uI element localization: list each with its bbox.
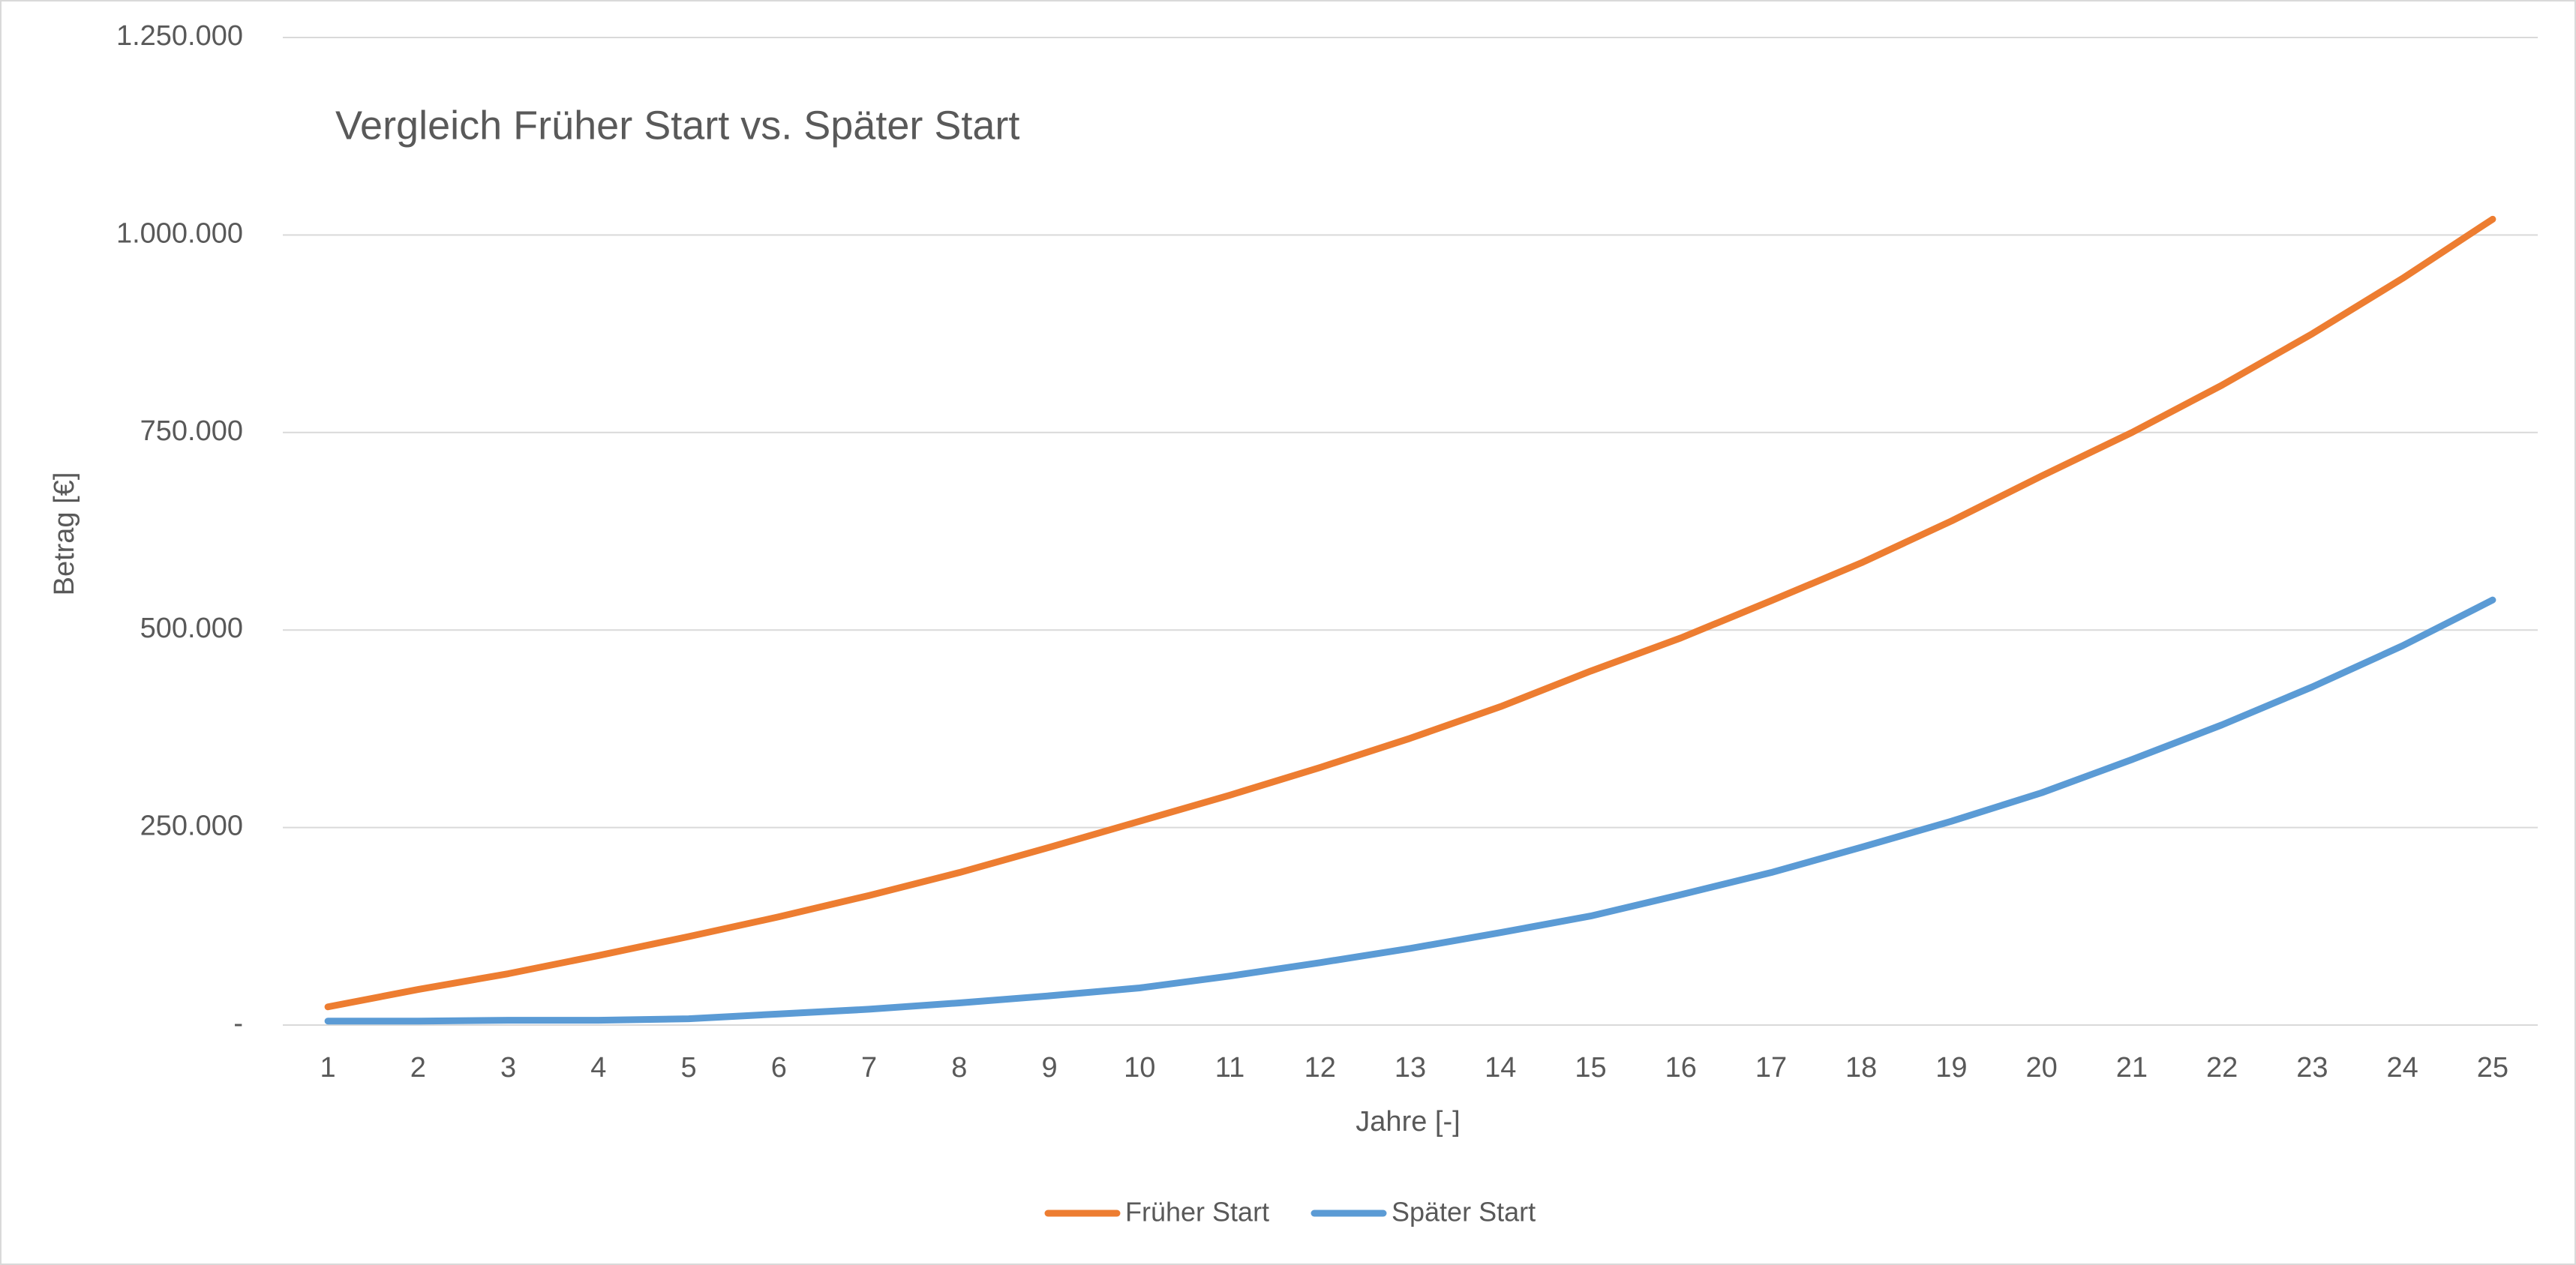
y-tick-label: 1.250.000 [116,20,243,52]
x-tick-label: 24 [2386,1052,2418,1084]
y-axis-title: Betrag [€] [49,472,80,596]
x-tick-label: 8 [951,1052,967,1084]
x-tick-label: 12 [1305,1052,1336,1084]
x-axis-title: Jahre [-] [1356,1106,1460,1138]
x-tick-label: 21 [2116,1052,2148,1084]
x-tick-label: 18 [1845,1052,1877,1084]
series-line [324,215,2496,1011]
x-tick-label: 15 [1575,1052,1606,1084]
x-tick-label: 10 [1124,1052,1155,1084]
x-tick-label: 4 [590,1052,606,1084]
legend-label: Früher Start [1125,1197,1269,1228]
legend-label: Später Start [1392,1197,1536,1228]
x-tick-label: 6 [771,1052,787,1084]
x-tick-label: 23 [2296,1052,2328,1084]
y-tick-label: - [233,1008,243,1039]
x-tick-label: 2 [410,1052,426,1084]
x-tick-label: 3 [500,1052,516,1084]
chart-title: Vergleich Früher Start vs. Später Start [335,103,1019,148]
x-tick-label: 17 [1755,1052,1787,1084]
y-tick-label: 250.000 [140,811,243,842]
x-tick-label: 11 [1215,1052,1244,1084]
y-tick-label: 750.000 [140,415,243,447]
x-tick-label: 25 [2477,1052,2508,1084]
x-tick-label: 14 [1485,1052,1516,1084]
y-tick-label: 1.000.000 [116,217,243,249]
x-tick-label: 19 [1935,1052,1967,1084]
x-tick-label: 13 [1395,1052,1426,1084]
x-tick-label: 20 [2026,1052,2058,1084]
x-tick-label: 7 [861,1052,877,1084]
x-tick-label: 22 [2206,1052,2238,1084]
x-tick-label: 5 [681,1052,697,1084]
x-tick-label: 9 [1041,1052,1057,1084]
x-tick-label: 16 [1665,1052,1697,1084]
x-tick-label: 1 [320,1052,336,1084]
y-tick-label: 500.000 [140,613,243,644]
series-line [324,596,2496,1025]
